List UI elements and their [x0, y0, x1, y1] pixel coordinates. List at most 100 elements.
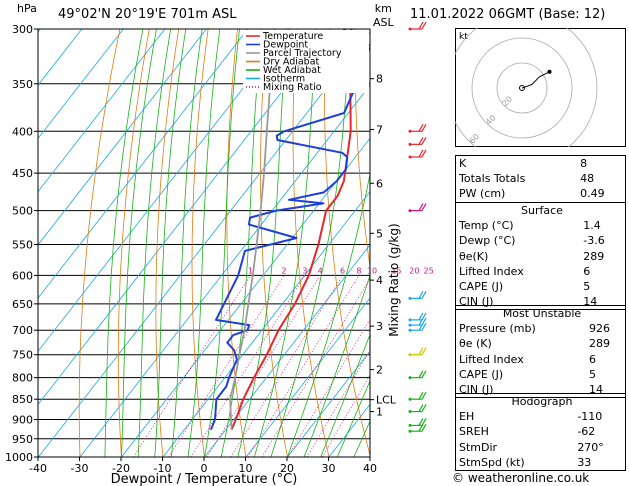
isotherm-line	[287, 350, 370, 457]
pressure-unit-label: hPa	[17, 2, 37, 15]
mu-label: Pressure (mb)	[459, 322, 536, 336]
table-row: Pressure (mb) 926	[456, 321, 626, 336]
wind-barb-feather	[421, 322, 427, 331]
wet-adiabat-line	[137, 29, 172, 457]
pressure-tick-label: 550	[12, 238, 33, 251]
table-row: SREH -62	[456, 424, 626, 439]
pressure-tick-label: 650	[12, 298, 33, 311]
temperature-tick-label: 0	[201, 462, 208, 475]
wind-barb	[408, 149, 427, 159]
table-row: PW (cm) 0.49	[456, 186, 626, 202]
pressure-tick-label: 1000	[5, 451, 33, 464]
height-tick-label: 5	[376, 227, 383, 240]
wet-adiabat-line	[154, 29, 187, 457]
hodograph-title: Hodograph	[511, 395, 573, 408]
wet-adiabat-line	[170, 29, 203, 457]
legend-label: Parcel Trajectory	[263, 48, 342, 59]
wind-barb-feather	[421, 423, 427, 432]
legend-box	[243, 30, 369, 93]
table-header-row: Hodograph	[456, 394, 626, 410]
wind-barb-feather	[418, 423, 424, 432]
wind-barb-dot	[408, 410, 412, 414]
wet-adiabat-line	[104, 29, 144, 457]
table-row: Lifted Index 6	[456, 352, 626, 367]
mixing-ratio-label: 1	[248, 266, 253, 275]
temperature-tick-label: 10	[239, 462, 253, 475]
table-row: CAPE (J) 5	[456, 279, 626, 294]
height-tick-label: 8	[376, 73, 383, 86]
pressure-tick-label: 900	[12, 414, 33, 427]
pressure-tick-label: 850	[12, 393, 33, 406]
pressure-tick-label: 450	[12, 167, 33, 180]
mixing-ratio-line	[247, 275, 360, 457]
surface-label: Dewp (°C)	[459, 234, 516, 248]
wind-barb-dot	[408, 397, 412, 401]
wet-adiabat-line	[320, 333, 370, 457]
wet-adiabat-line	[303, 274, 370, 457]
wind-barb-dot	[408, 423, 412, 427]
mu-label: CIN (J)	[459, 383, 494, 397]
wind-barb-dot	[408, 129, 412, 133]
height-unit-km: km	[374, 2, 392, 15]
pressure-tick-label: 400	[12, 125, 33, 138]
table-row: EH -110	[456, 409, 626, 424]
hodograph-frame	[455, 28, 626, 147]
wind-barb	[408, 418, 427, 427]
isotherm-line	[245, 297, 370, 457]
surface-label: θe(K)	[459, 249, 489, 263]
wind-barb-feather	[418, 137, 424, 145]
hodograph-ring	[455, 28, 598, 147]
pressure-tick-label: 300	[12, 23, 33, 36]
wind-barb-feather	[418, 370, 424, 378]
wet-adiabat-line	[187, 29, 221, 457]
wind-barb-dot	[408, 27, 412, 31]
wind-barb	[408, 291, 427, 300]
surface-value: 5	[583, 280, 591, 294]
index-value: 8	[580, 157, 588, 170]
wind-barb-feather	[418, 391, 424, 400]
mixing-ratio-line	[190, 275, 306, 457]
wind-barb-dot	[408, 209, 412, 213]
mixing-ratio-label: 20	[409, 266, 419, 275]
wind-barb-feather	[421, 404, 427, 412]
pressure-tick-label: 350	[12, 78, 33, 91]
hodo-label: SREH	[459, 425, 489, 439]
temperature-tick-label: -20	[112, 462, 130, 475]
hodo-label: StmSpd (kt)	[459, 455, 525, 469]
table-row: Temp (°C) 1.4	[456, 218, 626, 233]
wind-barb	[408, 404, 427, 414]
wind-barb-feather	[421, 291, 427, 299]
surface-value: 289	[583, 249, 605, 263]
x-axis-title: Dewpoint / Temperature (°C)	[111, 472, 298, 486]
wet-adiabat-line	[220, 29, 263, 457]
mu-label: CAPE (J)	[459, 367, 504, 381]
temperature-tick-label: 20	[280, 462, 294, 475]
height-tick-label: 2	[376, 364, 383, 377]
height-unit-asl: ASL	[373, 16, 394, 29]
height-tick-label: 7	[376, 123, 383, 136]
wind-barb-feather	[418, 418, 424, 426]
wind-barb	[408, 347, 427, 357]
parcel-trajectory-line	[229, 29, 276, 430]
height-tick-label: 1	[376, 406, 383, 419]
wind-barb	[408, 423, 427, 433]
table-row: CIN (J) 14	[456, 382, 626, 398]
wind-barb-feather	[421, 149, 427, 158]
dry-adiabat-line	[324, 29, 370, 457]
table-row: Totals Totals 48	[456, 171, 626, 186]
table-row: StmSpd (kt) 33	[456, 455, 626, 471]
pressure-tick-label: 700	[12, 324, 33, 337]
wind-barb	[408, 391, 427, 401]
legend-label: Mixing Ratio	[263, 82, 322, 93]
wind-barb-dot	[408, 318, 412, 322]
dry-adiabat-line	[292, 29, 330, 457]
dry-adiabat-line	[191, 29, 209, 457]
wind-barb-dot	[408, 376, 412, 380]
surface-label: CIN (J)	[459, 295, 494, 309]
wind-barb-feather	[421, 203, 427, 211]
index-value: 48	[580, 172, 595, 186]
mixing-ratio-label: 2	[282, 266, 287, 275]
surface-label: Lifted Index	[459, 264, 524, 278]
